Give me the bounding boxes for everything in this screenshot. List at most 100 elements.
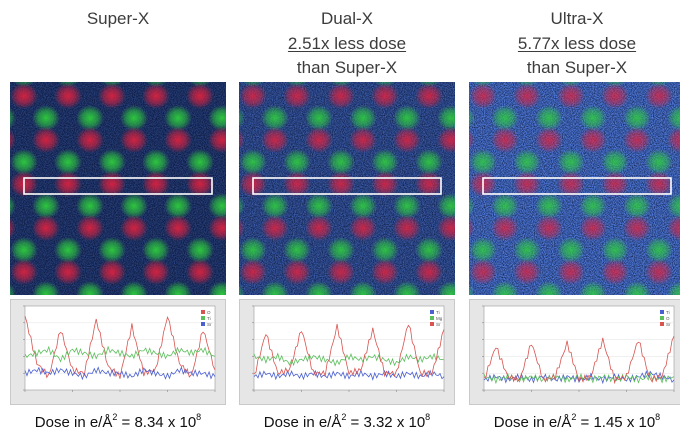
red-atom <box>98 83 126 109</box>
green-atom <box>142 237 170 263</box>
green-atom <box>469 149 497 175</box>
panel-ultra-x: Ultra-X 5.77x less dose than Super-X Ti O… <box>464 0 680 435</box>
red-atom <box>327 259 355 285</box>
green-atom <box>120 105 148 131</box>
green-atom <box>535 281 563 295</box>
green-atom <box>327 237 355 263</box>
green-atom <box>283 149 311 175</box>
dose-ratio-label: 5.77x less dose <box>517 34 637 53</box>
panel-super-x: Super-X O Ti Sr Dose in e/Å2 = 8.34 x 108 <box>5 0 231 435</box>
green-atom <box>645 149 673 175</box>
green-atom <box>393 105 421 131</box>
red-atom <box>645 83 673 109</box>
red-atom <box>32 127 60 153</box>
green-atom <box>98 237 126 263</box>
green-atom <box>239 283 245 295</box>
red-atom <box>535 127 563 153</box>
green-atom <box>623 281 651 295</box>
red-atom <box>283 171 311 197</box>
legend-label: Mg <box>436 316 443 321</box>
green-atom <box>76 105 104 131</box>
green-atom <box>10 237 38 263</box>
eds-map-image <box>239 82 455 295</box>
red-atom <box>239 83 267 109</box>
green-atom <box>239 107 245 129</box>
green-atom <box>623 105 651 131</box>
red-atom <box>186 83 214 109</box>
line-profile-plot: O Ti Sr <box>10 299 226 405</box>
red-atom <box>32 215 60 241</box>
green-atom <box>491 281 519 295</box>
red-atom <box>327 171 355 197</box>
legend-label: O <box>207 310 211 315</box>
red-atom <box>437 127 455 153</box>
red-atom <box>120 215 148 241</box>
line-scan-box <box>252 177 442 195</box>
series-line-Mg <box>253 352 445 367</box>
red-atom <box>513 259 541 285</box>
red-atom <box>415 83 443 109</box>
green-atom <box>371 237 399 263</box>
red-atom <box>208 215 226 241</box>
series-line-Sr <box>483 336 675 385</box>
green-atom <box>535 193 563 219</box>
green-atom <box>186 149 214 175</box>
red-atom <box>349 127 377 153</box>
red-atom <box>371 83 399 109</box>
red-atom <box>601 259 629 285</box>
green-atom <box>491 105 519 131</box>
red-atom <box>98 259 126 285</box>
red-atom <box>535 215 563 241</box>
line-profile-plot: Ti O Sr <box>469 299 680 405</box>
red-atom <box>415 171 443 197</box>
red-atom <box>437 215 455 241</box>
red-atom <box>557 83 585 109</box>
green-atom <box>164 281 192 295</box>
green-atom <box>10 195 16 217</box>
green-atom <box>327 149 355 175</box>
legend-swatch <box>660 322 664 326</box>
red-atom <box>239 217 245 239</box>
legend-label: Sr <box>207 322 212 327</box>
eds-map-image <box>10 82 226 295</box>
green-atom <box>54 237 82 263</box>
dose-ratio-label: 2.51x less dose <box>287 34 407 53</box>
green-atom <box>208 193 226 219</box>
comparison-label: than Super-X <box>526 58 628 77</box>
legend-label: Sr <box>436 322 441 327</box>
green-atom <box>349 105 377 131</box>
green-atom <box>393 193 421 219</box>
series-line-Ti <box>253 369 445 381</box>
red-atom <box>305 127 333 153</box>
green-atom <box>579 281 607 295</box>
line-scan-box <box>482 177 672 195</box>
green-atom <box>579 193 607 219</box>
green-atom <box>32 105 60 131</box>
green-atom <box>142 149 170 175</box>
red-atom <box>415 259 443 285</box>
green-atom <box>371 149 399 175</box>
green-atom <box>10 149 38 175</box>
green-atom <box>437 281 455 295</box>
red-atom <box>305 215 333 241</box>
red-atom <box>349 215 377 241</box>
legend-label: Ti <box>436 310 440 315</box>
green-atom <box>261 193 289 219</box>
green-atom <box>208 281 226 295</box>
green-atom <box>349 193 377 219</box>
green-atom <box>261 105 289 131</box>
legend-swatch <box>430 316 434 320</box>
red-atom <box>469 83 497 109</box>
green-atom <box>469 195 475 217</box>
legend-label: O <box>666 316 670 321</box>
green-atom <box>76 193 104 219</box>
red-atom <box>283 259 311 285</box>
red-atom <box>54 171 82 197</box>
legend-label: Ti <box>666 310 670 315</box>
legend-label: Ti <box>207 316 211 321</box>
green-atom <box>32 193 60 219</box>
series-line-O <box>24 315 216 379</box>
green-atom <box>305 281 333 295</box>
red-atom <box>371 259 399 285</box>
panel-title: Super-X <box>86 9 150 28</box>
